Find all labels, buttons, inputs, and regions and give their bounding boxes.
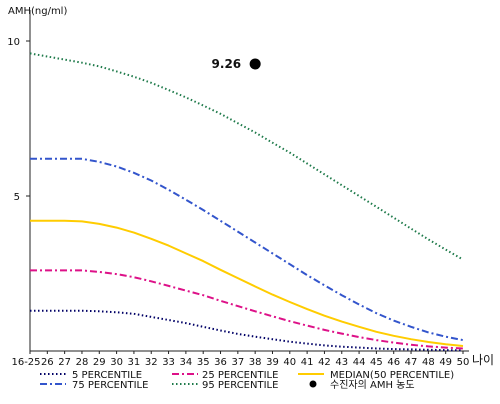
- x-tick-label: 28: [76, 357, 89, 368]
- x-tick-label: 40: [283, 357, 296, 368]
- x-tick-label: 27: [58, 357, 71, 368]
- series-line-median-50-percentile: [30, 219, 464, 347]
- x-tick-label: 36: [214, 357, 227, 368]
- x-tick-label: 16-25: [11, 357, 40, 368]
- y-axis-label: AMH(ng/ml): [8, 6, 67, 17]
- x-tick-label: 44: [353, 357, 366, 368]
- y-tick-label: 10: [7, 37, 20, 48]
- x-tick-label: 41: [301, 357, 314, 368]
- series-line-5-percentile: [30, 309, 464, 352]
- x-tick-label: 39: [266, 357, 279, 368]
- legend-patient-label: 수진자의 AMH 농도: [330, 379, 415, 391]
- patient-point: [249, 58, 261, 70]
- x-tick-label: 43: [335, 357, 348, 368]
- series-line-25-percentile: [30, 269, 464, 350]
- x-axis-label: 나이: [472, 353, 494, 367]
- legend-label: 5 PERCENTILE: [72, 370, 142, 381]
- x-tick-label: 32: [145, 357, 158, 368]
- x-tick-label: 37: [231, 357, 244, 368]
- x-tick-label: 48: [422, 357, 435, 368]
- x-tick-label: 26: [41, 357, 54, 368]
- x-tick-label: 31: [128, 357, 141, 368]
- y-tick-label: 5: [14, 192, 20, 203]
- x-ticks: 16-25 26 27 28 29 30 31 32 33 34 35 36 37 38 39 40 41 42 4…: [11, 351, 469, 368]
- x-tick-label: 42: [318, 357, 331, 368]
- legend-label: MEDIAN(50 PERCENTILE): [330, 370, 454, 381]
- x-tick-label: 38: [249, 357, 262, 368]
- series-line-95-percentile: [29, 52, 464, 261]
- axes: [29, 10, 469, 352]
- x-tick-label: 35: [197, 357, 210, 368]
- series-line-75-percentile: [30, 157, 464, 342]
- x-tick-label: 33: [162, 357, 175, 368]
- patient-marker: 9.26: [212, 57, 261, 71]
- patient-value-label: 9.26: [212, 57, 242, 71]
- series-lines: [29, 52, 464, 352]
- x-tick-label: 49: [439, 357, 452, 368]
- x-tick-label: 29: [93, 357, 106, 368]
- x-tick-label: 47: [405, 357, 418, 368]
- x-tick-label: 45: [370, 357, 383, 368]
- x-tick-label: 46: [387, 357, 400, 368]
- legend-label: 25 PERCENTILE: [202, 370, 278, 381]
- y-ticks: 10 5: [7, 37, 30, 203]
- legend-label: 95 PERCENTILE: [202, 380, 278, 391]
- x-tick-label: 30: [110, 357, 123, 368]
- legend-label: 75 PERCENTILE: [72, 380, 148, 391]
- legend: 5 PERCENTILE 25 PERCENTILE MEDIAN(50 PERCE…: [40, 370, 454, 391]
- x-tick-label: 34: [180, 357, 193, 368]
- x-tick-label: 50: [457, 357, 470, 368]
- legend-patient-swatch: [309, 380, 317, 388]
